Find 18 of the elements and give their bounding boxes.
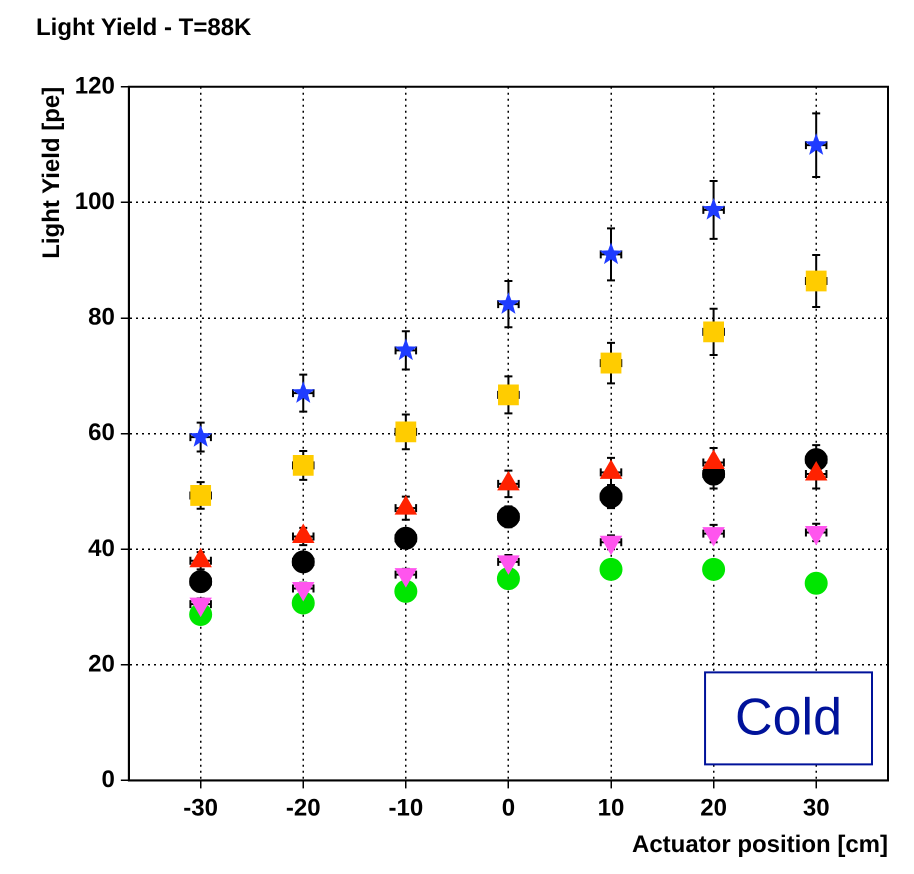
annotation: Cold xyxy=(735,688,842,747)
x-tick-label: 30 xyxy=(802,794,830,822)
y-axis-title: Light Yield [pe] xyxy=(38,86,66,259)
x-tick-label: -10 xyxy=(388,794,424,822)
x-tick-label: 0 xyxy=(502,794,516,822)
y-tick-label: 40 xyxy=(88,534,115,562)
x-tick-label: 10 xyxy=(598,794,624,822)
y-tick-label: 120 xyxy=(74,72,115,100)
x-tick-label: -30 xyxy=(183,794,218,822)
y-tick-label: 100 xyxy=(74,188,115,216)
x-axis-title: Actuator position [cm] xyxy=(632,831,888,858)
y-tick-label: 20 xyxy=(88,650,115,678)
y-tick-label: 0 xyxy=(101,766,115,794)
y-tick-label: 80 xyxy=(88,304,115,331)
y-tick-label: 60 xyxy=(88,419,115,446)
x-tick-label: -20 xyxy=(286,794,321,822)
x-tick-label: 20 xyxy=(700,794,727,822)
chart-title: Light Yield - T=88K xyxy=(36,14,252,42)
